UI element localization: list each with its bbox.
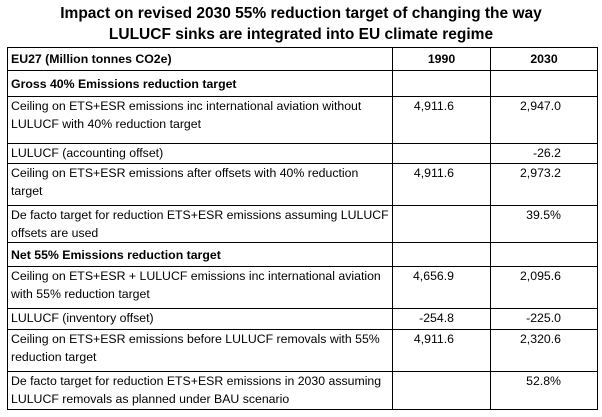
value-cell (392, 70, 491, 97)
row-label: Gross 40% Emissions reduction target (7, 70, 393, 97)
table-row: Net 55% Emissions reduction target (7, 242, 598, 267)
value-cell: 52.8% (490, 371, 598, 410)
row-label: De facto target for reduction ETS+ESR em… (7, 371, 393, 410)
row-label: Ceiling on ETS+ESR + LULUCF emissions in… (7, 266, 393, 309)
table-row: Ceiling on ETS+ESR emissions after offse… (7, 163, 598, 206)
table-row: Gross 40% Emissions reduction target (7, 70, 598, 97)
value-cell: -26.2 (490, 143, 598, 164)
value-cell (392, 242, 491, 267)
value-cell (392, 371, 491, 410)
value-cell: 4,911.6 (392, 163, 491, 206)
table-row: LULUCF (inventory offset) -254.8 -225.0 (7, 308, 598, 330)
row-label: Net 55% Emissions reduction target (7, 242, 393, 267)
row-label: EU27 (Million tonnes CO2e) (7, 47, 393, 71)
value-cell (392, 205, 491, 243)
table-row: De facto target for reduction ETS+ESR em… (7, 205, 598, 243)
row-label: LULUCF (accounting offset) (7, 143, 393, 164)
row-label: De facto target for reduction ETS+ESR em… (7, 205, 393, 243)
value-cell: 1990 (392, 47, 491, 71)
value-cell: -254.8 (392, 308, 491, 330)
row-label: Ceiling on ETS+ESR emissions before LULU… (7, 329, 393, 372)
value-cell: 2030 (490, 47, 598, 71)
value-cell (490, 70, 598, 97)
table-row: De facto target for reduction ETS+ESR em… (7, 371, 598, 410)
table-row: LULUCF (accounting offset) -26.2 (7, 143, 598, 164)
value-cell (392, 143, 491, 164)
table-row: Ceiling on ETS+ESR emissions before LULU… (7, 329, 598, 372)
value-cell (490, 242, 598, 267)
data-table: EU27 (Million tonnes CO2e) 1990 2030 Gross … (7, 47, 598, 410)
title: Impact on revised 2030 55% reduction tar… (60, 5, 542, 43)
value-cell: 2,973.2 (490, 163, 598, 206)
value-cell: 2,095.6 (490, 266, 598, 309)
value-cell: 4,911.6 (392, 329, 491, 372)
row-label: LULUCF (inventory offset) (7, 308, 393, 330)
value-cell: 4,656.9 (392, 266, 491, 309)
row-label: Ceiling on ETS+ESR emissions inc interna… (7, 96, 393, 144)
value-cell: -225.0 (490, 308, 598, 330)
value-cell: 4,911.6 (392, 96, 491, 144)
table-row: EU27 (Million tonnes CO2e) 1990 2030 (7, 47, 598, 71)
value-cell: 2,320.6 (490, 329, 598, 372)
value-cell: 39.5% (490, 205, 598, 243)
table-row: Ceiling on ETS+ESR + LULUCF emissions in… (7, 266, 598, 309)
value-cell: 2,947.0 (490, 96, 598, 144)
row-label: Ceiling on ETS+ESR emissions after offse… (7, 163, 393, 206)
table-row: Ceiling on ETS+ESR emissions inc interna… (7, 96, 598, 144)
